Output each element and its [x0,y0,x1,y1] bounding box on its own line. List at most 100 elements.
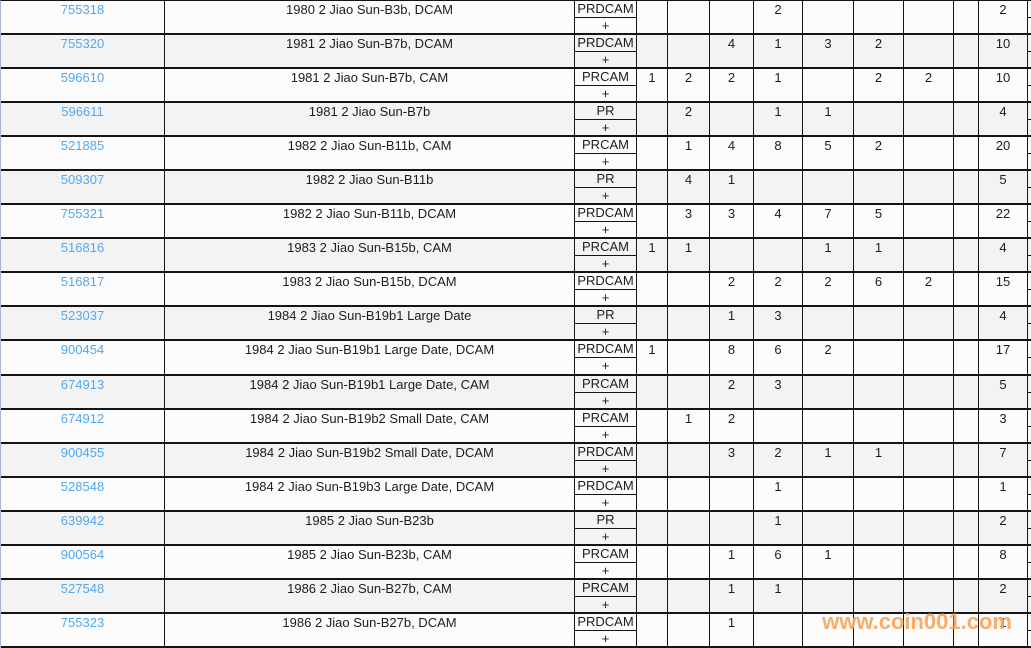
total-count-cell: 5 [979,375,1028,408]
coin-id-link[interactable]: 596611 [61,104,104,120]
coin-description: 1984 2 Jiao Sun-B19b2 Small Date, DCAM [165,443,575,476]
cropped-column-divider [1028,239,1031,257]
coin-id-link[interactable]: 755318 [60,2,105,17]
grade-count-cell: 2 [668,69,710,102]
coin-id-link[interactable]: 527548 [60,580,105,596]
total-count-cell: 17 [979,341,1028,374]
grade-count-cell [803,409,854,442]
table-row: 516817 1983 2 Jiao Sun-B15b, DCAM PRDCAM… [1,273,1031,308]
grade-count-cell: 1 [803,239,854,272]
grade-count-cell [954,1,979,34]
grade-designation: PRDCAM [575,205,636,223]
coin-id-link[interactable]: 523037 [60,308,105,324]
coin-id-link[interactable]: 900564 [60,546,105,562]
cropped-next-column-edge [1028,307,1031,339]
grade-count-cell: 1 [710,171,754,204]
grade-count-cell: 8 [710,341,754,374]
cropped-column-divider [1028,376,1031,393]
table-row: 900564 1985 2 Jiao Sun-B23b, CAM PRCAM +… [1,545,1031,580]
grade-count-cell: 2 [803,341,854,374]
grade-count-cell: 1 [668,409,710,442]
coin-id-link[interactable]: 674912 [60,410,105,426]
cropped-column-divider [1028,1,1031,18]
grade-count-cell [904,477,954,510]
grade-count-cell [637,103,668,136]
grade-count-cell [710,103,754,136]
grade-count-cell [854,1,904,34]
grade-count-cell: 8 [754,137,803,170]
coin-id-link[interactable]: 516817 [60,274,105,290]
grade-count-cell: 1 [637,341,668,374]
grade-count-cell [904,375,954,408]
coin-id-link[interactable]: 509307 [60,172,105,188]
coin-id-cell: 528548 [1,477,165,510]
coin-description: 1985 2 Jiao Sun-B23b, CAM [165,545,575,578]
coin-id-cell: 516816 [1,239,165,272]
coin-id-link[interactable]: 755320 [60,36,105,52]
coin-id-link[interactable]: 900454 [60,342,105,358]
grade-designation: PRDCAM [575,35,636,53]
coin-id-link[interactable]: 755321 [60,206,105,222]
grade-plus-label: + [601,630,610,646]
total-count-cell: 20 [979,137,1028,170]
grade-designation: PRCAM [575,410,636,427]
grade-count-cell [904,409,954,442]
grade-count-cell: 1 [710,579,754,612]
cropped-next-column-edge [1028,444,1031,476]
grade-count-cell: 2 [754,273,803,306]
grade-count-cell: 4 [710,137,754,170]
grade-designation: PRDCAM [575,1,636,18]
coin-id-link[interactable]: 639942 [60,512,105,528]
grade-count-cell [904,443,954,476]
grade-count-cell [904,171,954,204]
grade-count-cell [637,443,668,476]
grade-cell: PRCAM + [575,545,637,578]
grade-count-cell [904,103,954,136]
total-count-cell: 22 [979,205,1028,238]
grade-count-cell: 5 [854,205,904,238]
coin-id-link[interactable]: 596610 [60,70,105,86]
grade-count-cell [637,35,668,68]
cropped-next-column-edge [1028,410,1031,442]
cropped-next-column-edge [1028,69,1031,101]
grade-count-cell [904,613,954,646]
total-count-cell: 7 [979,443,1028,476]
coin-id-link[interactable]: 674913 [60,376,105,392]
coin-id-cell: 509307 [1,171,165,204]
grade-plus-label: + [601,494,610,510]
coin-id-cell: 523037 [1,307,165,340]
grade-count-cell [803,307,854,340]
grade-count-cell [904,307,954,340]
coin-id-link[interactable]: 528548 [60,478,105,494]
cropped-next-column-edge [1028,205,1031,237]
coin-id-link[interactable]: 900455 [60,444,105,460]
grade-plus-label: + [601,562,610,578]
grade-cell: PR + [575,171,637,204]
total-count-cell: 2 [979,579,1028,612]
grade-count-cell: 4 [668,171,710,204]
coin-id-link[interactable]: 755323 [60,614,105,630]
cropped-next-column-edge [1028,376,1031,408]
grade-count-cell [954,443,979,476]
grade-cell: PRCAM + [575,239,637,272]
grade-count-cell [637,579,668,612]
coin-id-link[interactable]: 521885 [60,138,105,154]
grade-count-cell: 2 [710,69,754,102]
grade-designation: PRDCAM [575,341,636,359]
grade-plus-label: + [601,86,610,102]
coin-id-link[interactable]: 516816 [60,240,105,256]
total-count-cell: 3 [979,409,1028,442]
grade-count-cell: 4 [754,205,803,238]
grade-count-cell [904,341,954,374]
coin-id-cell: 900564 [1,545,165,578]
grade-count-cell: 1 [754,579,803,612]
grade-count-cell: 1 [803,443,854,476]
grade-plus-label: + [601,120,610,136]
table-row: 521885 1982 2 Jiao Sun-B11b, CAM PRCAM +… [1,137,1031,172]
table-row: 755320 1981 2 Jiao Sun-B7b, DCAM PRDCAM … [1,35,1031,70]
grade-count-cell: 2 [668,103,710,136]
grade-count-cell [854,341,904,374]
grade-count-cell [637,409,668,442]
total-count-cell: 2 [979,511,1028,544]
grade-count-cell [637,545,668,578]
